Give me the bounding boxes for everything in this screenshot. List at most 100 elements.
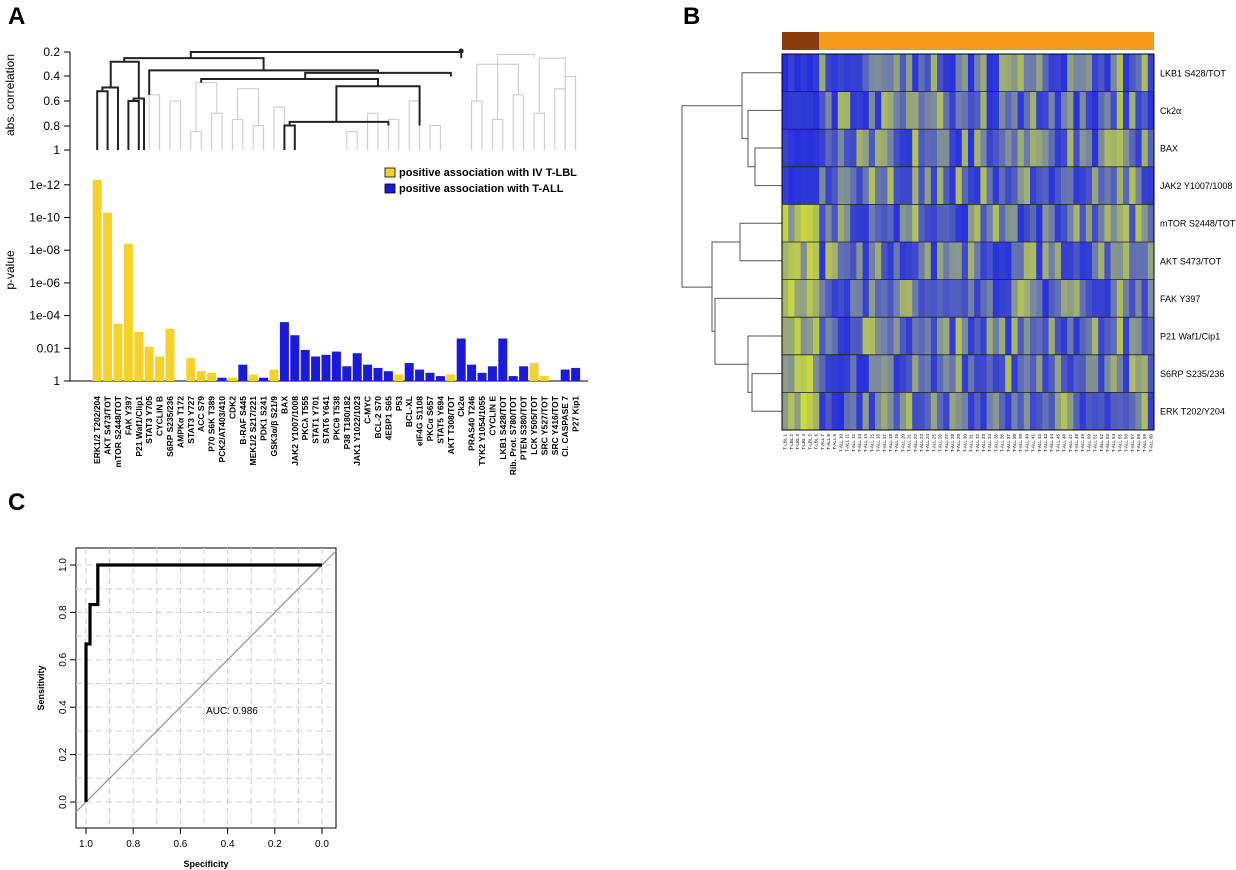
- panel-c: 1.0 0.8 0.6 0.4 0.2 0.0 0.0 0.2 0.4 0.6 0.8 1.0 AUC…: [36, 547, 337, 869]
- heatmap-column-label: T-ALL 16: [876, 434, 881, 453]
- heatmap-cell: [955, 354, 963, 393]
- heatmap-cell: [1110, 279, 1118, 318]
- heatmap-cell: [813, 354, 820, 393]
- heatmap-cell: [1042, 354, 1049, 393]
- heatmap-cell: [825, 392, 832, 431]
- heatmap-cell: [1079, 279, 1087, 318]
- bar: [446, 374, 456, 381]
- heatmap-cell: [961, 204, 969, 243]
- bar-category-label: STAT6 Y641: [321, 396, 331, 444]
- bar-category-label: PCK2/AT403/410: [217, 396, 227, 463]
- heatmap-cell: [955, 317, 963, 356]
- heatmap-cell: [856, 129, 863, 168]
- roc-ticks: 1.0 0.8 0.6 0.4 0.2 0.0 0.0 0.2 0.4 0.6 0.8 1.0: [58, 558, 329, 850]
- heatmap-cell: [937, 279, 944, 318]
- heatmap-row-label: Ck2α: [1160, 106, 1181, 116]
- heatmap-cell: [1085, 54, 1093, 92]
- heatmap-cell: [1023, 166, 1031, 205]
- heatmap-cell: [906, 204, 913, 243]
- heatmap-cell: [949, 354, 956, 393]
- heatmap-cell: [1129, 317, 1136, 356]
- heatmap-cell: [986, 317, 994, 356]
- heatmap-cell: [1147, 129, 1155, 168]
- dendrogram-branch: [237, 88, 259, 126]
- heatmap-cell: [1116, 54, 1124, 92]
- heatmap-cell: [899, 204, 907, 243]
- bar: [248, 374, 258, 381]
- heatmap-cell: [875, 129, 882, 168]
- heatmap-cell: [1123, 91, 1130, 130]
- bar-category-label: PKCθ T538: [331, 396, 341, 441]
- group-bar-tall: [819, 32, 1154, 50]
- heatmap-cell: [1085, 129, 1093, 168]
- bar-category-label: MEK1/2 S217/221: [248, 396, 258, 466]
- heatmap-cell: [856, 166, 863, 205]
- heatmap-cell: [930, 129, 938, 168]
- bar-category-label: PKCα S657: [425, 396, 435, 442]
- heatmap-cell: [1116, 166, 1124, 205]
- dendro-tick-label: 0.2: [43, 45, 60, 59]
- heatmap-cell: [862, 392, 870, 431]
- heatmap-cell: [800, 166, 808, 205]
- heatmap-cell: [1135, 392, 1142, 431]
- bar: [435, 376, 445, 381]
- dendrogram-branch-highlight: [109, 60, 140, 99]
- heatmap-cell: [1030, 166, 1037, 205]
- heatmap-column-label: T-ALL 45: [1055, 434, 1060, 453]
- heatmap-column-label: T-ALL 31: [969, 434, 974, 453]
- bar-category-label: STAT3 Y727: [186, 396, 196, 444]
- bar: [238, 364, 248, 381]
- heatmap-cell: [844, 129, 851, 168]
- heatmap-cell: [1042, 54, 1049, 92]
- heatmap-cell: [788, 242, 795, 280]
- heatmap-cell: [875, 204, 882, 243]
- heatmap-cell: [1085, 166, 1093, 205]
- heatmap-row-label: P21 Waf1/Cip1: [1160, 332, 1220, 342]
- bar: [269, 369, 279, 381]
- heatmap-cell: [943, 54, 950, 92]
- bar: [92, 179, 102, 381]
- heatmap-cell: [806, 129, 814, 168]
- heatmap-cell: [856, 91, 863, 130]
- bar: [227, 377, 237, 381]
- heatmap-cell: [1073, 166, 1080, 205]
- heatmap-cell: [1104, 204, 1111, 243]
- bar: [103, 212, 113, 381]
- heatmap-cell: [800, 279, 808, 318]
- heatmap-cell: [806, 354, 814, 393]
- heatmap-cell: [1104, 279, 1111, 318]
- bar-category-label: CDK2: [227, 396, 237, 419]
- dendrogram-branch-highlight: [148, 69, 379, 95]
- heatmap-cell: [1110, 242, 1118, 280]
- heatmap-cell: [868, 166, 876, 205]
- heatmap-cell: [974, 392, 981, 431]
- heatmap-cell: [1036, 317, 1043, 356]
- heatmap-cell: [899, 317, 907, 356]
- heatmap-row-label: JAK2 Y1007/1008: [1160, 181, 1232, 191]
- roc-x-tick-label: 0.2: [268, 839, 282, 850]
- dendro-tick-label: 1: [53, 143, 60, 157]
- heatmap-cell: [986, 392, 994, 431]
- heatmap-cell: [1123, 279, 1130, 318]
- heatmap-cell: [825, 354, 832, 393]
- heatmap-cell: [893, 204, 901, 243]
- heatmap-cell: [949, 242, 956, 280]
- heatmap-cell: [1030, 392, 1037, 431]
- heatmap-cell: [819, 392, 826, 431]
- heatmap-cell: [850, 392, 857, 431]
- heatmap-cell: [1061, 354, 1068, 393]
- heatmap-column-label: T-ALL 37: [1006, 434, 1011, 453]
- heatmap-cell: [1061, 54, 1068, 92]
- heatmap-cell: [1147, 317, 1155, 356]
- heatmap-cell: [825, 91, 832, 130]
- heatmap-cell: [930, 317, 938, 356]
- heatmap-cell: [1011, 242, 1018, 280]
- dendrogram-branch-highlight: [123, 57, 265, 71]
- heatmap-cell: [943, 91, 950, 130]
- heatmap-cell: [906, 54, 913, 92]
- heatmap-cell: [1048, 279, 1056, 318]
- dendrogram-branch: [211, 112, 223, 150]
- heatmap-cell: [1141, 242, 1149, 280]
- heatmap-row-label: LKB1 S428/TOT: [1160, 68, 1226, 78]
